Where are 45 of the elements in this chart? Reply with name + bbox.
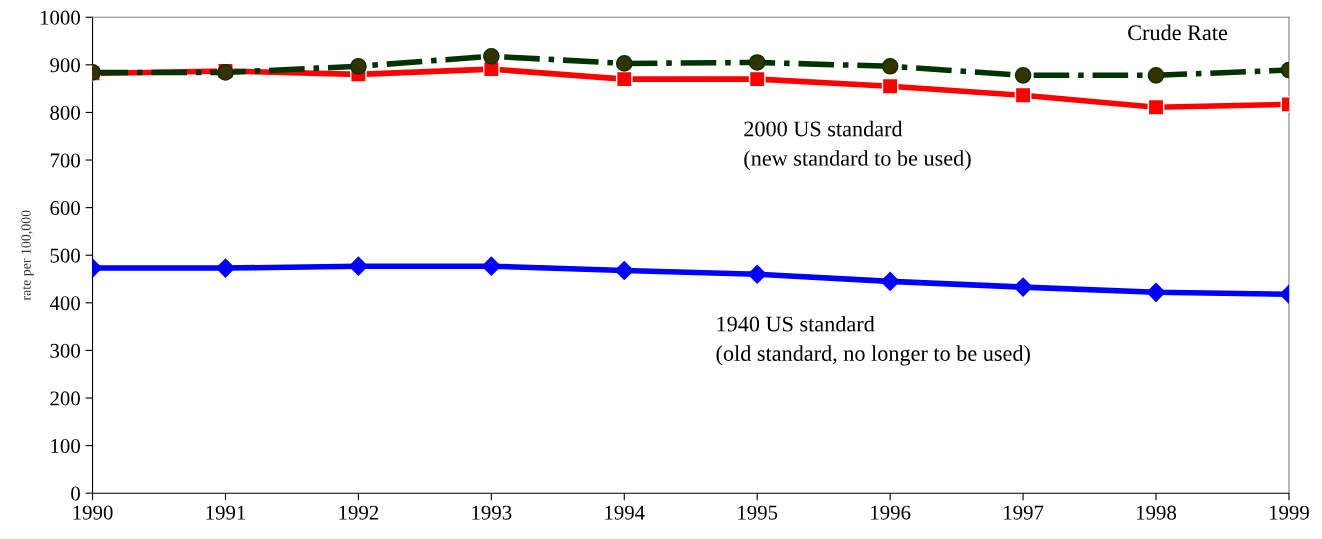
point: [881, 77, 899, 95]
series-label: 2000 US standard (new standard to be used): [744, 120, 971, 171]
y-tick-label: 700: [50, 153, 80, 168]
point: [748, 70, 766, 88]
point: [614, 260, 634, 280]
y-tick-label: 900: [50, 58, 80, 73]
y-tick-label: 500: [50, 248, 80, 263]
y-tick-label: 1000: [40, 10, 80, 25]
point: [615, 70, 633, 88]
point: [1014, 66, 1032, 84]
point: [215, 258, 236, 278]
y-tick-label: 800: [50, 105, 80, 120]
y-tick-label: 300: [50, 343, 80, 358]
x-tick-label: 1996: [871, 505, 911, 520]
x-tick-label: 1993: [472, 505, 512, 520]
point: [1147, 98, 1165, 116]
point: [615, 55, 633, 72]
y-tick-label: 400: [49, 296, 80, 311]
x-tick-label: 1994: [605, 505, 645, 520]
x-tick-label: 1999: [1269, 505, 1309, 520]
point: [1147, 66, 1165, 84]
series-label: 1940 US standard (old standard, no longer to be used): [716, 315, 1030, 366]
y-axis-title: rate per 100,000: [21, 210, 34, 301]
point: [481, 256, 501, 276]
x-tick-label: 1990: [73, 505, 113, 520]
point: [1014, 86, 1032, 104]
x-tick-label: 1991: [206, 505, 246, 520]
y-tick-label: 100: [51, 438, 80, 454]
point: [1013, 277, 1033, 297]
point: [748, 54, 766, 71]
y-tick-label: 0: [71, 486, 80, 501]
series-label: Crude Rate: [1128, 24, 1228, 41]
point: [350, 57, 367, 75]
y-tick-label: 600: [50, 201, 80, 216]
point: [1146, 282, 1166, 302]
point: [483, 47, 500, 65]
x-tick-label: 1995: [738, 505, 778, 520]
point: [348, 256, 368, 276]
point: [880, 271, 900, 291]
y-tick-label: 200: [50, 391, 80, 406]
point: [881, 57, 899, 75]
point: [747, 264, 767, 284]
x-tick-label: 1998: [1137, 505, 1177, 520]
x-tick-label: 1997: [1004, 505, 1044, 520]
x-tick-label: 1992: [339, 505, 379, 520]
